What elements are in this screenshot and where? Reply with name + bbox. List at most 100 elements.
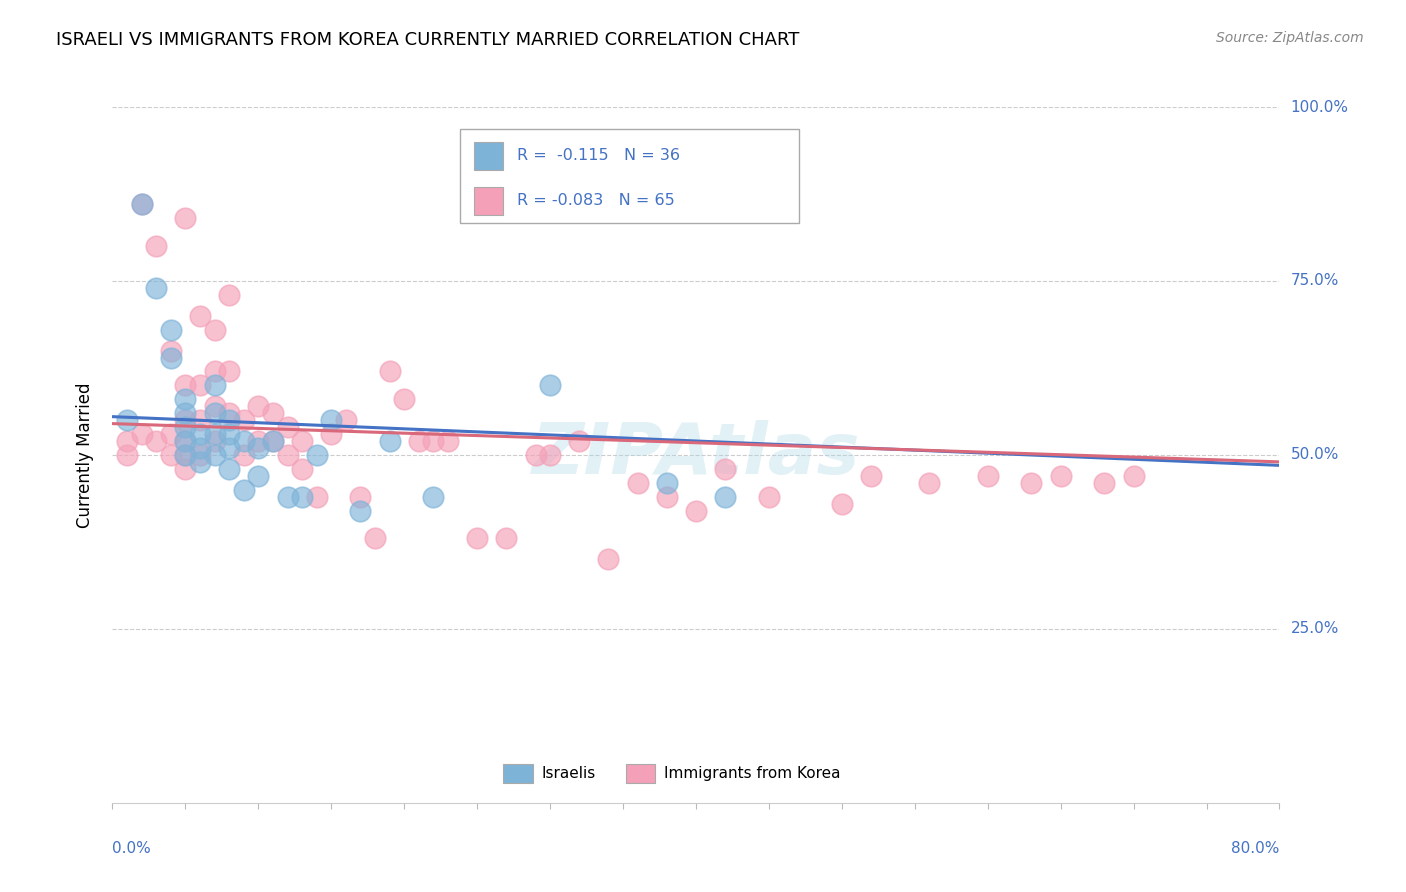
Point: [1092, 475, 1115, 490]
Point: [174, 434, 197, 448]
Point: [160, 323, 183, 337]
Point: [174, 448, 197, 462]
Bar: [626, 764, 655, 783]
Point: [218, 441, 240, 455]
Point: [422, 434, 444, 448]
Point: [174, 462, 197, 476]
Point: [305, 490, 328, 504]
Point: [262, 434, 284, 448]
Point: [188, 427, 211, 442]
Y-axis label: Currently Married: Currently Married: [76, 382, 94, 528]
Point: [465, 532, 488, 546]
Point: [218, 406, 240, 420]
Point: [378, 434, 401, 448]
Point: [305, 448, 328, 462]
Text: 0.0%: 0.0%: [112, 841, 152, 856]
Point: [115, 413, 138, 427]
Point: [364, 532, 387, 546]
Point: [174, 434, 197, 448]
Point: [204, 399, 226, 413]
Point: [247, 468, 270, 483]
Point: [685, 503, 707, 517]
Point: [188, 378, 211, 392]
Point: [626, 475, 648, 490]
Point: [831, 497, 853, 511]
Point: [204, 434, 226, 448]
Point: [174, 211, 197, 226]
Point: [321, 427, 343, 442]
Point: [598, 552, 620, 566]
Point: [714, 462, 737, 476]
Point: [218, 427, 240, 442]
Point: [131, 197, 153, 211]
Point: [174, 413, 197, 427]
Bar: [474, 142, 503, 169]
Point: [232, 483, 254, 497]
Point: [262, 434, 284, 448]
Text: 75.0%: 75.0%: [1291, 274, 1339, 288]
Point: [174, 406, 197, 420]
Point: [1021, 475, 1043, 490]
Point: [174, 378, 197, 392]
Point: [1049, 468, 1071, 483]
Point: [160, 427, 183, 442]
Text: 80.0%: 80.0%: [1232, 841, 1279, 856]
Point: [437, 434, 460, 448]
Point: [247, 434, 270, 448]
Bar: [503, 764, 533, 783]
Point: [291, 434, 314, 448]
Point: [204, 448, 226, 462]
Point: [204, 364, 226, 378]
Point: [232, 434, 254, 448]
Point: [160, 351, 183, 365]
Point: [655, 490, 678, 504]
Point: [276, 420, 298, 434]
Point: [495, 532, 517, 546]
Text: R =  -0.115   N = 36: R = -0.115 N = 36: [517, 148, 681, 163]
Text: Immigrants from Korea: Immigrants from Korea: [665, 766, 841, 781]
Point: [174, 420, 197, 434]
Point: [524, 448, 547, 462]
Point: [188, 455, 211, 469]
Point: [160, 448, 183, 462]
Text: 25.0%: 25.0%: [1291, 622, 1339, 636]
Point: [976, 468, 998, 483]
Point: [218, 364, 240, 378]
Point: [174, 448, 197, 462]
Point: [131, 427, 153, 442]
Point: [392, 392, 416, 407]
Point: [262, 406, 284, 420]
Point: [115, 434, 138, 448]
Point: [218, 413, 240, 427]
Point: [291, 490, 314, 504]
Point: [204, 406, 226, 420]
Point: [349, 490, 371, 504]
Text: 50.0%: 50.0%: [1291, 448, 1339, 462]
Point: [131, 197, 153, 211]
Point: [232, 448, 254, 462]
Text: ISRAELI VS IMMIGRANTS FROM KOREA CURRENTLY MARRIED CORRELATION CHART: ISRAELI VS IMMIGRANTS FROM KOREA CURRENT…: [56, 31, 800, 49]
Point: [714, 490, 737, 504]
Point: [160, 343, 183, 358]
Point: [538, 378, 561, 392]
Text: ZIPAtlas: ZIPAtlas: [531, 420, 860, 490]
Text: 100.0%: 100.0%: [1291, 100, 1348, 114]
Point: [188, 413, 211, 427]
Point: [291, 462, 314, 476]
Point: [408, 434, 430, 448]
Point: [174, 392, 197, 407]
Text: Israelis: Israelis: [541, 766, 596, 781]
Point: [1122, 468, 1144, 483]
Point: [145, 281, 167, 295]
Point: [247, 399, 270, 413]
Point: [422, 490, 444, 504]
Point: [321, 413, 343, 427]
Point: [188, 441, 211, 455]
Point: [218, 288, 240, 302]
Point: [204, 427, 226, 442]
Point: [232, 413, 254, 427]
Point: [145, 434, 167, 448]
Point: [538, 448, 561, 462]
Point: [188, 309, 211, 323]
Text: Source: ZipAtlas.com: Source: ZipAtlas.com: [1216, 31, 1364, 45]
